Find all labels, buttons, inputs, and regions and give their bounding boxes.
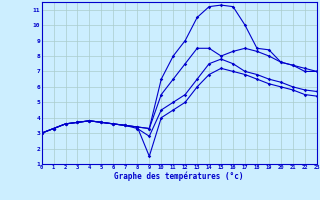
X-axis label: Graphe des températures (°c): Graphe des températures (°c)	[115, 172, 244, 181]
